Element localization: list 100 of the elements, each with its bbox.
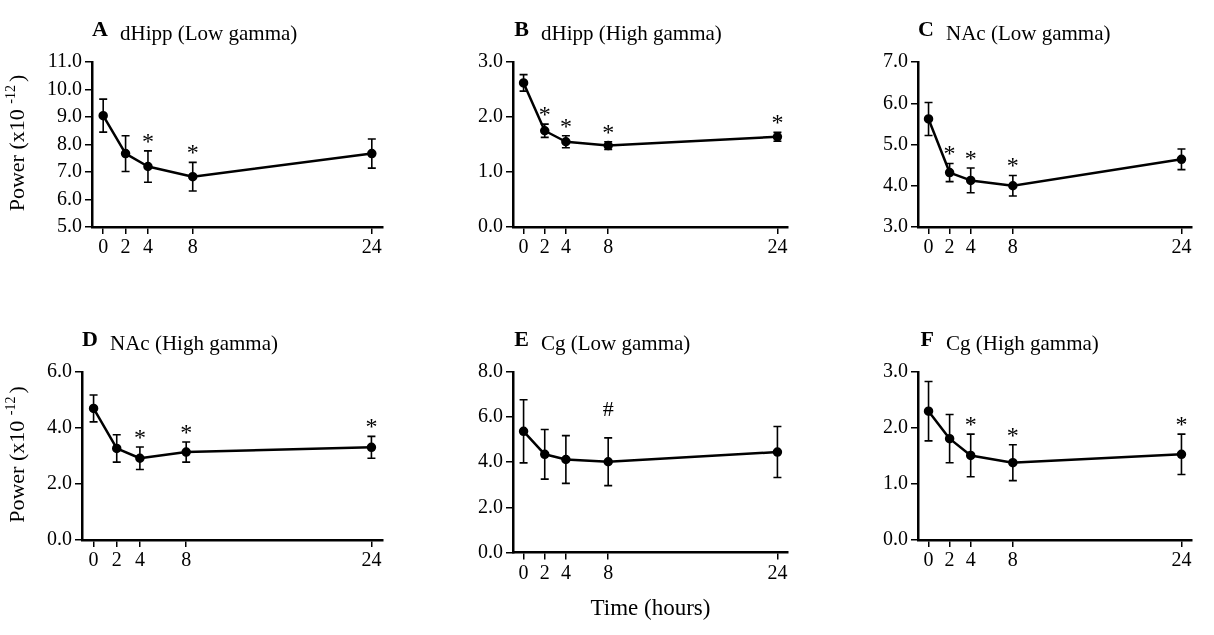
y-tick-label: 8.0 [57, 131, 82, 154]
annotation: * [1006, 152, 1019, 179]
y-tick-label: 0.0 [478, 539, 503, 562]
annotation: * [771, 109, 784, 136]
x-tick-label: 2 [539, 235, 550, 258]
x-tick-label: 0 [923, 235, 934, 258]
y-tick-label: 6.0 [57, 186, 82, 209]
annotation: * [365, 413, 378, 440]
annotation: * [943, 140, 956, 167]
x-tick-label: 4 [560, 560, 571, 583]
annotation: * [1006, 421, 1019, 448]
x-tick-label: 8 [187, 235, 198, 258]
y-tick-label: 3.0 [883, 214, 908, 237]
y-tick-label: 0.0 [883, 527, 908, 550]
x-tick-label: 2 [539, 560, 550, 583]
annotation: * [133, 424, 146, 451]
point [965, 450, 976, 461]
chart-title: NAc (Low gamma) [946, 21, 1111, 45]
x-tick-label: 24 [767, 235, 788, 258]
x-tick-label: 2 [944, 548, 955, 571]
x-tick-label: 24 [361, 548, 382, 571]
y-tick-label: 2.0 [478, 494, 503, 517]
point [1176, 154, 1187, 165]
point [120, 148, 131, 159]
annotation: * [602, 118, 615, 145]
x-axis-title: Time (hours) [590, 595, 711, 621]
x-tick-label: 2 [120, 235, 131, 258]
chart-title: dHipp (High gamma) [541, 21, 722, 45]
y-tick-label: 3.0 [478, 49, 503, 72]
x-tick-label: 0 [98, 235, 109, 258]
y-axis-title: Power (x10 -12) [2, 74, 29, 212]
x-tick-label: 4 [142, 235, 153, 258]
y-tick-label: 2.0 [47, 471, 72, 494]
y-tick-label: 5.0 [57, 214, 82, 237]
point [965, 175, 976, 186]
chart-title: NAc (High gamma) [110, 331, 278, 355]
y-tick-label: 10.0 [47, 76, 82, 99]
annotation: * [186, 139, 199, 166]
x-tick-label: 8 [1007, 235, 1018, 258]
y-tick-label: 7.0 [57, 159, 82, 182]
point [944, 167, 955, 178]
point [88, 403, 99, 414]
x-tick-label: 4 [965, 548, 976, 571]
x-tick-label: 24 [1171, 235, 1192, 258]
chart-title: Cg (High gamma) [946, 331, 1099, 355]
x-tick-label: 8 [1007, 548, 1018, 571]
annotation: * [964, 145, 977, 172]
y-tick-label: 1.0 [478, 159, 503, 182]
annotation: * [1175, 411, 1188, 438]
y-tick-label: 4.0 [478, 449, 503, 472]
x-tick-label: 24 [767, 560, 788, 583]
y-tick-label: 11.0 [47, 49, 82, 72]
y-tick-label: 8.0 [478, 359, 503, 382]
text: F [920, 326, 934, 351]
y-tick-label: 3.0 [883, 359, 908, 382]
annotation: * [180, 419, 193, 445]
x-tick-label: 4 [965, 235, 976, 258]
annotation: * [964, 411, 977, 438]
point [944, 433, 955, 444]
x-tick-label: 8 [603, 235, 614, 258]
y-tick-label: 2.0 [478, 104, 503, 127]
y-tick-label: 1.0 [883, 471, 908, 494]
y-tick-label: 6.0 [883, 90, 908, 113]
text: A [92, 16, 109, 41]
chart-title: Cg (Low gamma) [541, 331, 691, 355]
text: E [514, 326, 529, 351]
chart-title: dHipp (Low gamma) [120, 21, 298, 45]
y-tick-label: 6.0 [478, 404, 503, 427]
y-tick-label: 4.0 [47, 415, 72, 438]
y-tick-label: 7.0 [883, 49, 908, 72]
x-tick-label: 0 [923, 548, 934, 571]
point [1176, 449, 1187, 460]
y-tick-label: 9.0 [57, 104, 82, 127]
x-tick-label: 4 [560, 235, 571, 258]
annotation: * [538, 101, 551, 128]
text: D [82, 326, 98, 351]
x-tick-label: 8 [181, 548, 192, 571]
annotation: # [602, 395, 614, 421]
y-tick-label: 5.0 [883, 131, 908, 154]
x-tick-label: 0 [88, 548, 99, 571]
x-tick-label: 0 [518, 235, 529, 258]
x-tick-label: 2 [944, 235, 955, 258]
x-tick-label: 8 [603, 560, 614, 583]
y-axis-title: Power (x10 -12) [2, 386, 29, 523]
annotation: * [559, 112, 572, 139]
y-tick-label: 0.0 [47, 527, 72, 550]
text: C [918, 16, 934, 41]
point [772, 447, 783, 457]
x-tick-label: 24 [361, 235, 382, 258]
x-tick-label: 2 [111, 548, 122, 571]
y-tick-label: 6.0 [47, 359, 72, 382]
annotation: * [141, 127, 154, 154]
y-tick-label: 2.0 [883, 415, 908, 438]
x-tick-label: 0 [518, 560, 529, 583]
text: B [514, 16, 530, 41]
point [366, 442, 377, 453]
x-tick-label: 24 [1171, 548, 1192, 571]
y-tick-label: 4.0 [883, 173, 908, 195]
point [518, 426, 529, 437]
y-tick-label: 0.0 [478, 214, 503, 237]
